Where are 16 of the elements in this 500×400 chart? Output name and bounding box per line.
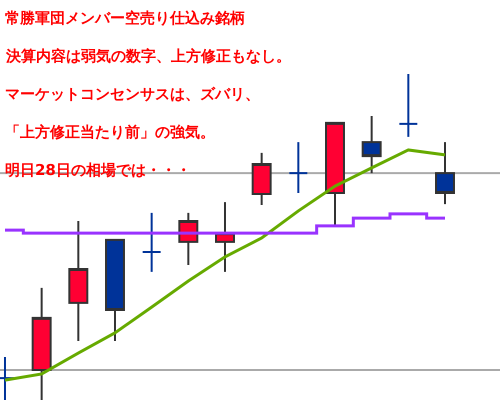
annotation: 明日28日の相場では・・・	[5, 161, 191, 179]
candlestick	[435, 141, 455, 206]
candlestick	[252, 152, 272, 206]
candlestick	[325, 122, 345, 226]
candlestick	[398, 73, 418, 138]
candlestick	[215, 201, 235, 273]
candlestick	[32, 286, 52, 400]
annotation: 「上方修正当たり前」の強気。	[5, 123, 215, 141]
candlestick	[105, 238, 125, 342]
annotation: マーケットコンセンサスは、ズバリ、	[5, 85, 260, 103]
candlestick	[288, 141, 308, 194]
candlestick	[362, 115, 382, 174]
candlestick	[142, 212, 162, 273]
candlestick	[68, 220, 88, 342]
text: 決算内容は弱気の数字、上方修正もなし。	[5, 47, 291, 65]
text: 常勝軍団メンバー空売り仕込み銘柄	[5, 9, 245, 27]
